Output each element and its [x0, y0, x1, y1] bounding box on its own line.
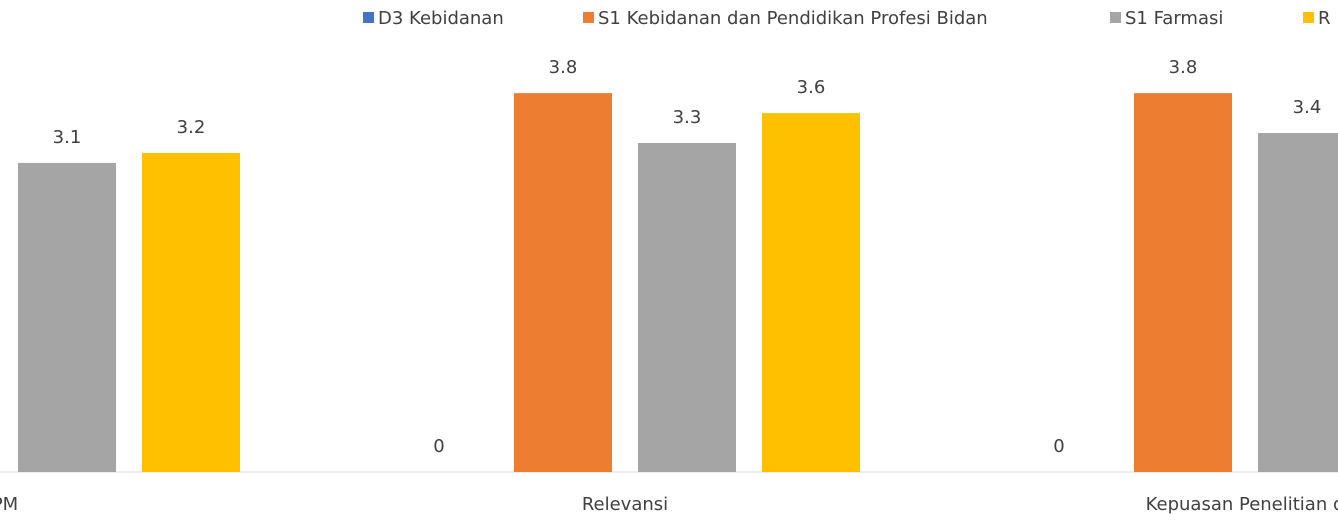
legend-label: R	[1318, 8, 1331, 29]
legend-swatch	[1303, 12, 1314, 23]
bar	[18, 162, 116, 472]
data-label: 0	[1053, 436, 1064, 457]
x-tick-label: Relevansi	[582, 494, 668, 515]
data-label: 0	[433, 436, 444, 457]
data-label: 3.6	[797, 77, 826, 98]
data-label: 3.2	[177, 117, 206, 138]
data-label: 3.8	[549, 57, 578, 78]
x-tick-label: PM	[0, 494, 18, 515]
legend-label: S1 Kebidanan dan Pendidikan Profesi Bida…	[598, 8, 988, 29]
data-label: 3.8	[1169, 57, 1198, 78]
bar	[514, 93, 612, 472]
legend-swatch	[363, 12, 374, 23]
data-label: 3.1	[53, 127, 82, 148]
legend-label: S1 Farmasi	[1125, 8, 1223, 29]
legend-swatch	[1110, 12, 1121, 23]
legend-label: D3 Kebidanan	[378, 8, 504, 29]
legend-swatch	[583, 12, 594, 23]
data-label: 3.3	[673, 107, 702, 128]
x-tick-label: Kepuasan Penelitian d	[1146, 494, 1338, 515]
bar	[762, 113, 860, 472]
bar	[1258, 133, 1338, 472]
data-label: 3.4	[1293, 97, 1322, 118]
bar	[142, 152, 240, 472]
bar	[638, 142, 736, 473]
bar	[1134, 93, 1232, 472]
